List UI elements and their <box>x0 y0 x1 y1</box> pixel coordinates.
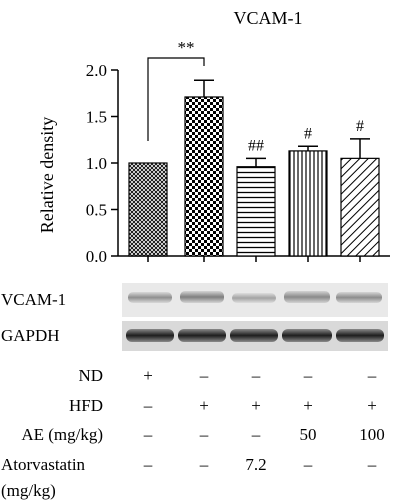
gapdh-band-4 <box>282 329 332 342</box>
y-tick-label: 1.0 <box>86 154 107 173</box>
vcam1-band-2 <box>180 291 224 303</box>
vcam1-band-5 <box>336 292 382 303</box>
gapdh-band-5 <box>336 329 384 342</box>
condition-label-ae: AE (mg/kg) <box>21 425 103 444</box>
condition-cell: + <box>143 366 153 385</box>
chart-title: VCAM-1 <box>233 8 302 28</box>
blot-strip-vcam1 <box>122 283 388 317</box>
condition-cell: + <box>251 396 261 415</box>
gapdh-band-2 <box>178 329 226 342</box>
bar <box>288 150 328 257</box>
condition-cell: + <box>367 396 377 415</box>
y-axis-label: Relative density <box>37 117 57 233</box>
condition-cell: – <box>199 366 209 385</box>
bar <box>236 166 276 257</box>
bar <box>128 162 168 257</box>
condition-cell: – <box>199 455 209 474</box>
vcam1-band-1 <box>128 292 172 303</box>
condition-label-atorvastatin-unit: (mg/kg) <box>1 481 56 500</box>
significance-label: # <box>356 118 364 135</box>
condition-label-nd: ND <box>78 366 103 385</box>
significance-bracket: ** <box>147 38 205 141</box>
y-tick-label: 0.5 <box>86 201 107 220</box>
condition-cell: – <box>303 455 313 474</box>
condition-cell: – <box>251 366 261 385</box>
condition-cell: + <box>199 396 209 415</box>
condition-label-atorvastatin: Atorvastatin <box>1 455 86 474</box>
condition-cell: – <box>143 425 153 444</box>
condition-cell: 100 <box>359 425 385 444</box>
y-tick-label: 2.0 <box>86 61 107 80</box>
vcam1-band-4 <box>284 291 330 303</box>
condition-label-hfd: HFD <box>68 396 103 415</box>
condition-cell: – <box>367 455 377 474</box>
condition-cell: – <box>199 425 209 444</box>
condition-cell: – <box>143 396 153 415</box>
blot-label-vcam1: VCAM-1 <box>1 290 67 309</box>
blot-label-gapdh: GAPDH <box>1 326 60 345</box>
significance-label: # <box>304 125 312 142</box>
condition-cell: + <box>303 396 313 415</box>
bracket-line <box>147 57 205 141</box>
condition-cell: – <box>143 455 153 474</box>
condition-cell: – <box>303 366 313 385</box>
bracket-label: ** <box>178 38 195 57</box>
blot-strip-gapdh <box>122 321 388 351</box>
condition-cell: 50 <box>299 425 317 444</box>
error-bars <box>194 79 370 167</box>
significance-label: ## <box>248 137 264 154</box>
bar <box>184 96 224 257</box>
y-tick-label: 0.0 <box>86 247 107 266</box>
condition-cell: – <box>251 425 261 444</box>
gapdh-band-1 <box>126 329 174 342</box>
y-ticks: 0.0 0.5 1.0 1.5 2.0 <box>86 61 118 266</box>
condition-cell: 7.2 <box>245 455 267 474</box>
gapdh-band-3 <box>230 329 278 342</box>
bar <box>340 157 380 257</box>
bars <box>128 96 380 262</box>
condition-cell: – <box>367 366 377 385</box>
vcam1-band-3 <box>232 293 276 303</box>
y-tick-label: 1.5 <box>86 108 107 127</box>
significance-annotations: ### # <box>248 118 364 155</box>
